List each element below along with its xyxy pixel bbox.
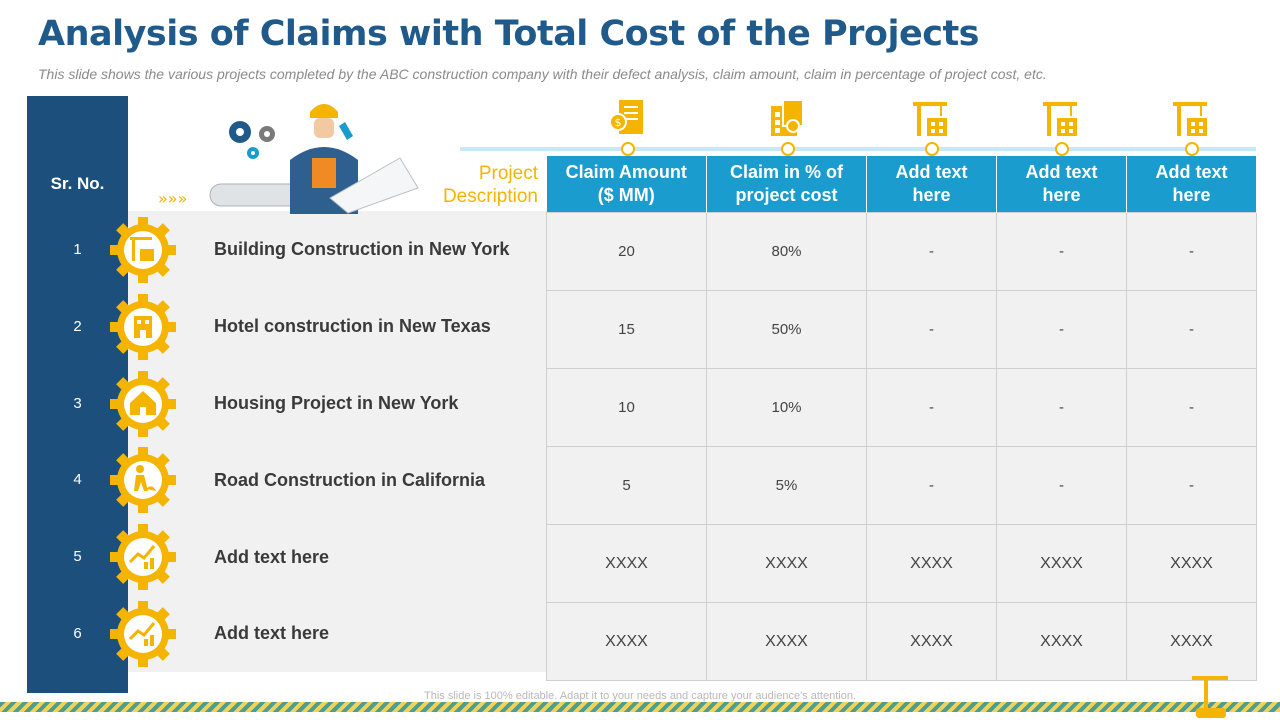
- timeline-dot: [621, 142, 635, 156]
- column-header-add-text: Add text here: [996, 156, 1127, 213]
- table-row: 10 10% - - -: [546, 368, 1257, 447]
- table-cell: -: [1126, 290, 1257, 369]
- project-list-background: [128, 211, 548, 672]
- project-description-header: Project Description: [430, 162, 538, 208]
- header-line: Claim Amount: [565, 162, 687, 182]
- table-row: XXXX XXXX XXXX XXXX XXXX: [546, 524, 1257, 603]
- project-description-line1: Project: [478, 163, 538, 184]
- table-row: 5 5% - - -: [546, 446, 1257, 525]
- header-line: Add text: [895, 162, 968, 182]
- page-subtitle: This slide shows the various projects co…: [38, 66, 1047, 82]
- sr-band: [27, 96, 128, 693]
- svg-text:$: $: [615, 116, 622, 129]
- calculator-document-icon: [771, 99, 804, 136]
- header-line: project cost: [735, 185, 838, 205]
- sr-number: 3: [73, 395, 82, 412]
- crane-building-icon: [1173, 102, 1207, 136]
- timeline-dot: [1185, 142, 1199, 156]
- sr-number: 4: [73, 471, 82, 488]
- header-line: Add text: [1025, 162, 1098, 182]
- table-cell: -: [1126, 368, 1257, 447]
- header-line: ($ MM): [597, 185, 655, 205]
- project-name: Hotel construction in New Texas: [214, 316, 491, 336]
- project-name: Building Construction in New York: [214, 239, 510, 259]
- sr-number: 1: [73, 241, 82, 258]
- growth-chart-icon: [110, 524, 176, 590]
- table-cell: -: [866, 368, 997, 447]
- table-cell: -: [1126, 212, 1257, 291]
- svg-text:»»»: »»»: [158, 189, 187, 208]
- table-cell: XXXX: [1126, 602, 1257, 681]
- table-cell: XXXX: [996, 602, 1127, 681]
- crane-house-icon: [110, 217, 176, 283]
- table-cell: XXXX: [706, 524, 867, 603]
- table-row: 15 50% - - -: [546, 290, 1257, 369]
- project-description-line2: Description: [442, 186, 538, 207]
- table-header-row: Claim Amount ($ MM) Claim in % of project …: [546, 156, 1257, 213]
- table-cell: 10: [546, 368, 707, 447]
- sr-number: 5: [73, 548, 82, 565]
- table-cell: XXXX: [546, 524, 707, 603]
- table-cell: 50%: [706, 290, 867, 369]
- table-cell: 20: [546, 212, 707, 291]
- growth-chart-icon: [110, 601, 176, 667]
- header-line: here: [912, 185, 951, 205]
- table-cell: 10%: [706, 368, 867, 447]
- housing-icon: [110, 371, 176, 437]
- footer-strip: [0, 702, 1280, 712]
- project-name: Add text here: [214, 623, 330, 643]
- timeline-dot: [1055, 142, 1069, 156]
- table-cell: -: [866, 446, 997, 525]
- footer-note: This slide is 100% editable. Adapt it to…: [424, 690, 856, 702]
- crane-building-icon: [1043, 102, 1077, 136]
- table-cell: XXXX: [996, 524, 1127, 603]
- header-line: Claim in % of: [729, 162, 843, 182]
- hotel-icon: [110, 294, 176, 360]
- table-cell: XXXX: [1126, 524, 1257, 603]
- road-worker-icon: [110, 447, 176, 513]
- project-name: Road Construction in California: [214, 470, 486, 490]
- money-document-icon: $: [609, 100, 643, 134]
- timeline-dot: [925, 142, 939, 156]
- table-cell: -: [996, 212, 1127, 291]
- project-name: Add text here: [214, 547, 330, 567]
- table-cell: 80%: [706, 212, 867, 291]
- table-cell: -: [996, 368, 1127, 447]
- header-line: Add text: [1155, 162, 1228, 182]
- timeline-dot: [781, 142, 795, 156]
- table-row: 20 80% - - -: [546, 212, 1257, 291]
- table-cell: XXXX: [866, 602, 997, 681]
- table-cell: -: [866, 212, 997, 291]
- sr-number: 6: [73, 625, 82, 642]
- construction-worker-icon: »»»: [158, 104, 419, 214]
- table-cell: -: [866, 290, 997, 369]
- table-cell: XXXX: [706, 602, 867, 681]
- column-header-claim-percent: Claim in % of project cost: [706, 156, 867, 213]
- crane-icon: [1192, 676, 1228, 718]
- table-cell: XXXX: [866, 524, 997, 603]
- table-cell: -: [996, 446, 1127, 525]
- table-cell: -: [996, 290, 1127, 369]
- table-row: XXXX XXXX XXXX XXXX XXXX: [546, 602, 1257, 681]
- page-title: Analysis of Claims with Total Cost of th…: [38, 14, 980, 54]
- table-cell: XXXX: [546, 602, 707, 681]
- table-cell: 15: [546, 290, 707, 369]
- column-header-claim-amount: Claim Amount ($ MM): [546, 156, 707, 213]
- column-header-add-text: Add text here: [1126, 156, 1257, 213]
- header-line: here: [1042, 185, 1081, 205]
- header-line: here: [1172, 185, 1211, 205]
- sr-header: Sr. No.: [50, 174, 105, 193]
- table-cell: 5%: [706, 446, 867, 525]
- crane-building-icon: [913, 102, 947, 136]
- header-timeline: [460, 147, 1256, 151]
- project-name: Housing Project in New York: [214, 393, 459, 413]
- column-header-add-text: Add text here: [866, 156, 997, 213]
- table-cell: 5: [546, 446, 707, 525]
- sr-number: 2: [73, 318, 82, 335]
- claims-table: Claim Amount ($ MM) Claim in % of project …: [546, 156, 1257, 681]
- table-cell: -: [1126, 446, 1257, 525]
